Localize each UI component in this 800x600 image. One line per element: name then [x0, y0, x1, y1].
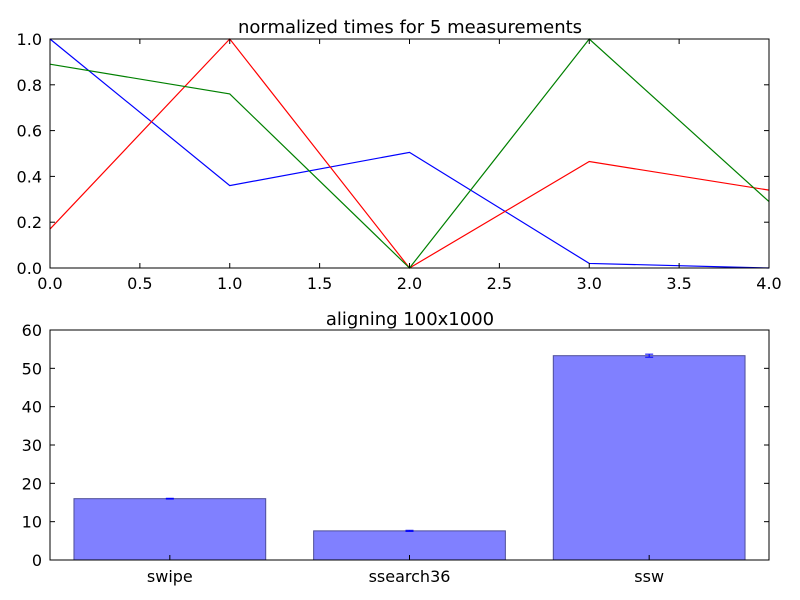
- bar-ssw: [552, 355, 746, 561]
- y-tick-label: 10: [22, 513, 42, 532]
- y-tick-label: 60: [22, 321, 42, 340]
- x-tick-label: 3.5: [666, 274, 691, 293]
- y-tick-label: 30: [22, 436, 42, 455]
- y-tick-label: 40: [22, 398, 42, 417]
- y-tick-label: 1.0: [17, 30, 42, 49]
- line-plot-area: 0.0 0.5 1.0 1.5 2.0 2.5 3.0 3.5 4.0 0.0 0.2 0.4 0.6 0…: [17, 30, 782, 293]
- bar-chart-title: aligning 100x1000: [326, 309, 494, 330]
- y-tick-label: 0: [32, 551, 42, 570]
- x-tick-label: 3.0: [577, 274, 602, 293]
- bar-chart: aligning 100x1000 swipe ssearch36 ssw 0 10 20…: [22, 309, 770, 586]
- y-tick-label: 0.4: [17, 167, 42, 186]
- y-tick-label: 50: [22, 359, 42, 378]
- y-tick-label: 0.6: [17, 122, 42, 141]
- x-tick-label: 0.0: [37, 274, 62, 293]
- category-label: ssw: [634, 567, 664, 586]
- y-tick-label: 0.8: [17, 76, 42, 95]
- x-tick-label: 2.5: [487, 274, 512, 293]
- y-tick-label: 0.0: [17, 259, 42, 278]
- x-tick-label: 2.0: [397, 274, 422, 293]
- bar-swipe: [73, 498, 267, 561]
- y-tick-label: 0.2: [17, 213, 42, 232]
- x-tick-label: 0.5: [127, 274, 152, 293]
- x-tick-label: 1.0: [217, 274, 242, 293]
- line-chart-title: normalized times for 5 measurements: [238, 17, 582, 38]
- series-line-1: [49, 38, 770, 269]
- category-label: ssearch36: [369, 567, 451, 586]
- x-tick-label: 4.0: [756, 274, 781, 293]
- bar-plot-area: swipe ssearch36 ssw 0 10 20 30 40 50 60: [22, 321, 770, 586]
- category-label: swipe: [147, 567, 193, 586]
- y-tick-label: 20: [22, 474, 42, 493]
- x-tick-label: 1.5: [307, 274, 332, 293]
- line-chart: normalized times for 5 measurements 0.0 0…: [17, 17, 782, 293]
